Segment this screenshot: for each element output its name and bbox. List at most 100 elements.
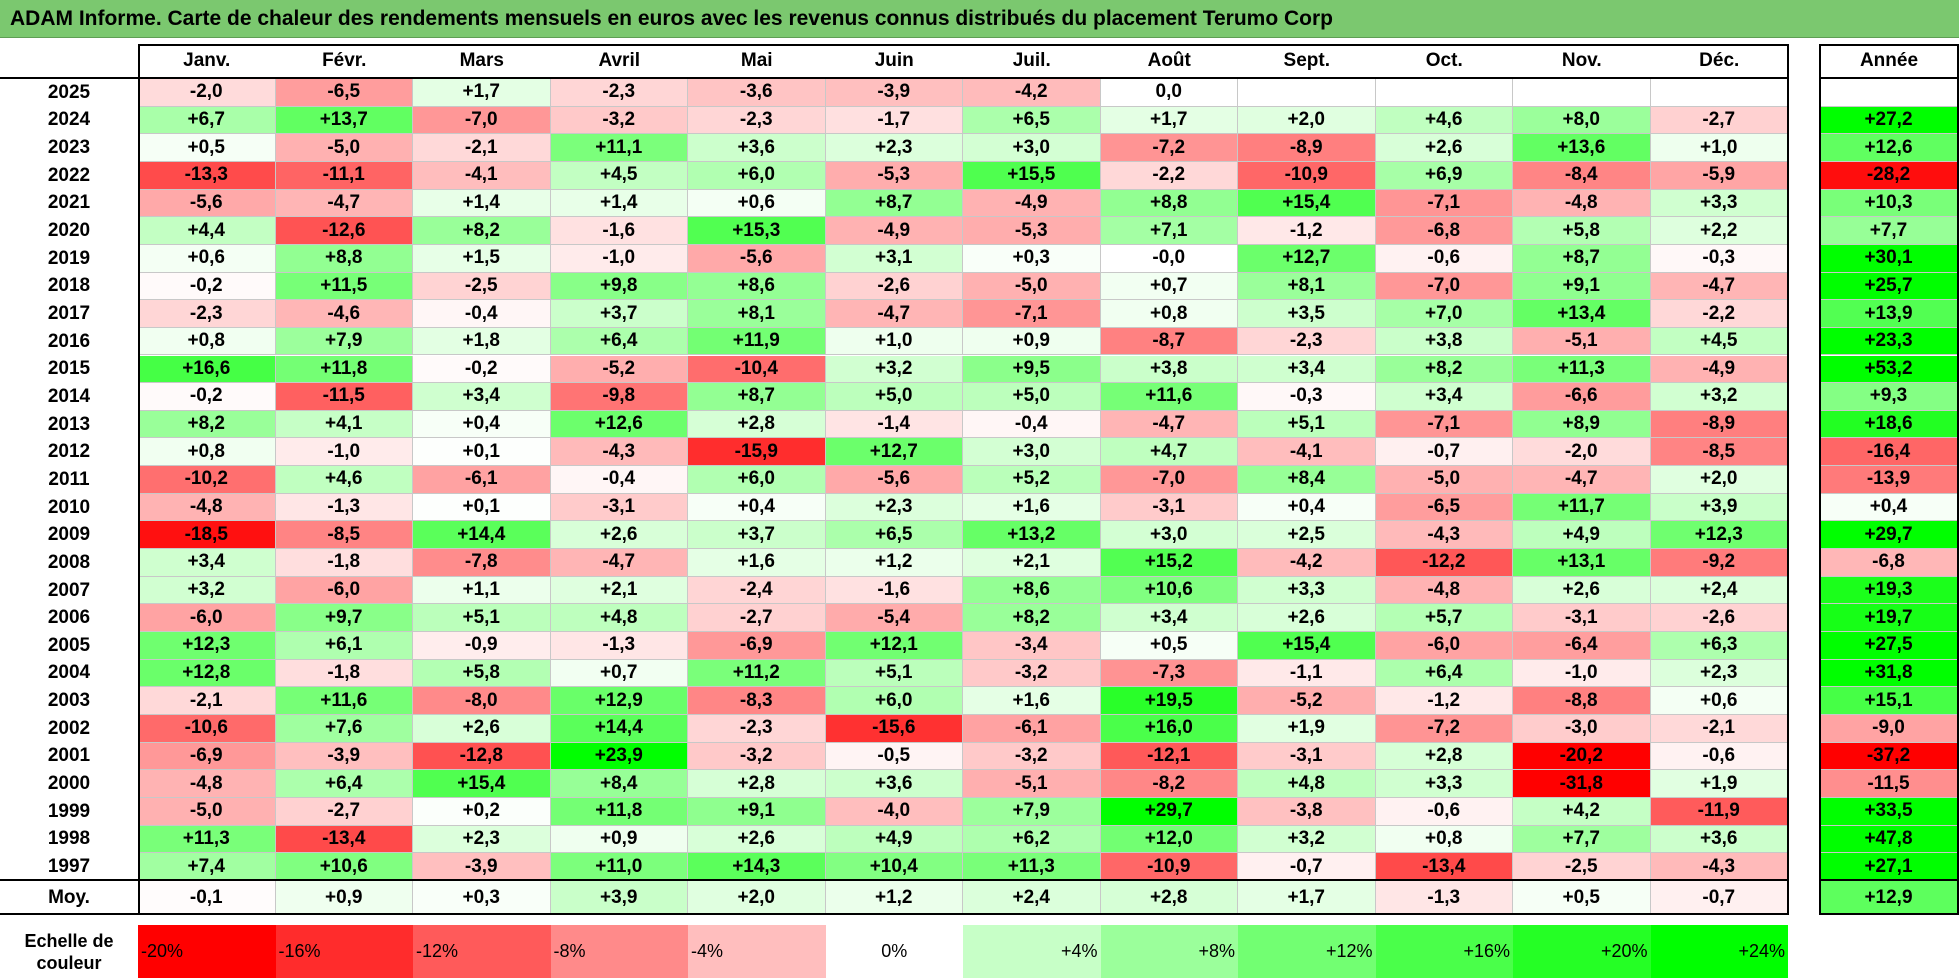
heatmap-cell: -4,9 [825,217,963,245]
heatmap-cell: -7,2 [1100,134,1238,162]
heatmap-cell: -4,8 [138,770,276,798]
heatmap-cell: +3,4 [138,549,276,577]
heatmap-cell: +1,6 [963,687,1101,715]
heatmap-cell: +0,9 [550,825,688,854]
heatmap-cell: +13,7 [275,106,413,135]
year-label: 2005 [47,634,91,656]
heatmap-cell: +7,7 [1513,825,1651,854]
year-label: 2008 [47,551,91,573]
heatmap-cell: +4,1 [275,410,413,439]
color-scale-step: -20% [138,925,276,978]
heatmap-cell: +10,6 [275,853,413,881]
annual-cell: +25,7 [1819,272,1959,301]
heatmap-cell: +1,7 [1100,106,1238,135]
heatmap-cell: -13,3 [138,161,276,190]
heatmap-cell: +4,9 [1513,521,1651,550]
heatmap-cell: -1,0 [1513,659,1651,688]
color-scale-step: +24% [1650,925,1788,978]
heatmap-cell: +5,0 [825,383,963,411]
heatmap-cell: +4,4 [138,217,276,245]
heatmap-cell: -3,1 [550,493,688,522]
heatmap-cell: +3,6 [688,134,826,162]
heatmap-cell: -0,4 [413,300,551,328]
color-scale-step: +4% [963,925,1101,978]
heatmap-cell: -5,0 [275,134,413,162]
heatmap-cell: +0,6 [138,244,276,273]
annual-cell: +23,3 [1819,327,1959,356]
heatmap-cell: +2,8 [1375,742,1513,771]
heatmap-cell: -2,3 [1238,327,1376,356]
heatmap-cell: +14,4 [550,714,688,743]
heatmap-cell: -4,8 [138,493,276,522]
heatmap-cell: -1,6 [825,576,963,605]
heatmap-cell: -13,4 [1375,853,1513,881]
heatmap-cell: +11,5 [275,272,413,301]
heatmap-cell: +4,2 [1513,797,1651,826]
heatmap-cell: -2,3 [688,714,826,743]
heatmap-cell: +2,0 [1238,106,1376,135]
heatmap-cell: -8,8 [1513,687,1651,715]
heatmap-cell: -5,6 [825,466,963,494]
heatmap-cell: -7,1 [1375,410,1513,439]
heatmap-cell: +3,4 [1100,604,1238,632]
heatmap-cell: +2,6 [1238,604,1376,632]
heatmap-cell: +15,4 [413,770,551,798]
heatmap-cell: -4,7 [1100,410,1238,439]
heatmap-cell: -18,5 [138,521,276,550]
average-bottom-line [0,913,1788,915]
heatmap-cell: +0,6 [688,189,826,218]
heatmap-cell: +7,9 [275,327,413,356]
heatmap-cell: +3,2 [1650,383,1788,411]
heatmap-cell: +11,1 [550,134,688,162]
heatmap-cell: +3,0 [963,438,1101,467]
heatmap-cell: +1,2 [825,549,963,577]
annual-cell: -28,2 [1819,161,1959,190]
year-label: 2016 [47,330,91,352]
color-scale-step: -4% [688,925,826,978]
heatmap-cell: -5,6 [688,244,826,273]
heatmap-cell: -5,0 [963,272,1101,301]
heatmap-cell: +4,8 [550,604,688,632]
heatmap-cell: +12,8 [138,659,276,688]
heatmap-cell: +12,6 [550,410,688,439]
heatmap-cell: +0,4 [688,493,826,522]
heatmap-cell: +12,0 [1100,825,1238,854]
heatmap-cell: +1,7 [413,79,551,107]
heatmap-cell: -9,8 [550,383,688,411]
annual-cell: +0,4 [1819,493,1959,522]
heatmap-cell: -0,3 [1650,244,1788,273]
heatmap-cell: -6,6 [1513,383,1651,411]
heatmap-cell: +6,5 [963,106,1101,135]
average-cell: -0,7 [1650,881,1788,915]
heatmap-cell: -11,9 [1650,797,1788,826]
annual-cell: +27,5 [1819,632,1959,660]
heatmap-cell: -3,9 [413,853,551,881]
heatmap-cell: +13,6 [1513,134,1651,162]
heatmap-cell: -0,4 [963,410,1101,439]
heatmap-cell: +0,7 [1100,272,1238,301]
heatmap-cell: +0,8 [1375,825,1513,854]
heatmap-cell: -4,6 [275,300,413,328]
heatmap-cell: -6,9 [138,742,276,771]
heatmap-cell: +9,8 [550,272,688,301]
annual-cell: +19,7 [1819,604,1959,632]
heatmap-cell: -4,3 [550,438,688,467]
heatmap-cell: -3,0 [1513,714,1651,743]
heatmap-cell: +10,4 [825,853,963,881]
heatmap-cell: +6,4 [550,327,688,356]
heatmap-cell: -0,2 [413,355,551,384]
heatmap-cell: +1,9 [1650,770,1788,798]
heatmap-cell: -6,1 [963,714,1101,743]
heatmap-cell: -5,4 [825,604,963,632]
heatmap-cell: -0,7 [1375,438,1513,467]
heatmap-cell: -0,7 [1238,853,1376,881]
annual-cell: +27,2 [1819,106,1959,135]
heatmap-cell: +11,2 [688,659,826,688]
heatmap-cell: +12,7 [825,438,963,467]
heatmap-cell: +15,3 [688,217,826,245]
average-cell: +0,5 [1513,881,1651,915]
heatmap-cell: -1,6 [550,217,688,245]
heatmap-cell: +7,6 [275,714,413,743]
heatmap-cell: +9,5 [963,355,1101,384]
heatmap-cell: +2,0 [1650,466,1788,494]
